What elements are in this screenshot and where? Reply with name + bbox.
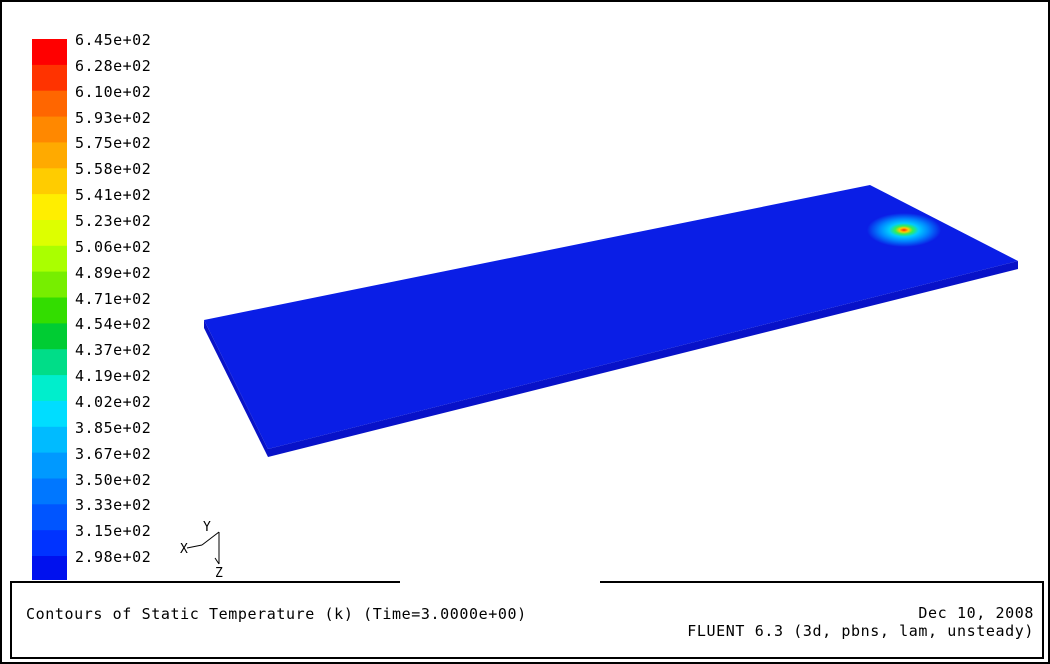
colorbar-swatch <box>32 323 67 350</box>
colorbar-label: 5.41e+02 <box>75 186 152 205</box>
colorbar-swatch <box>32 478 67 505</box>
colorbar-swatch <box>32 426 67 454</box>
colorbar-swatch <box>32 504 67 531</box>
colorbar-label: 4.37e+02 <box>75 341 152 360</box>
axis-x-label: X <box>180 542 188 557</box>
plate-left-edge <box>204 320 268 457</box>
graphics-viewport[interactable]: Y X Z 6.45e+02 6.28e+02 6.10e+02 5.93e+02 5.… <box>2 2 1048 580</box>
plate-top-surface <box>204 185 1018 449</box>
footer-divider <box>10 581 400 583</box>
solver-info: FLUENT 6.3 (3d, pbns, lam, unsteady) <box>687 622 1034 640</box>
plot-caption-box: Contours of Static Temperature (k) (Time… <box>10 581 1044 659</box>
axis-triad: Y X Z <box>180 520 223 580</box>
colorbar-swatch <box>32 168 67 195</box>
colorbar-label: 3.33e+02 <box>75 496 152 515</box>
colorbar-label: 4.19e+02 <box>75 367 152 386</box>
colorbar-label: 5.75e+02 <box>75 134 152 153</box>
colorbar-swatch <box>32 375 67 402</box>
footer-divider <box>600 581 1042 583</box>
axis-z-label: Z <box>215 566 223 580</box>
colorbar-swatch <box>32 90 67 118</box>
axis-y-label: Y <box>203 520 211 535</box>
colorbar-swatch <box>32 400 67 428</box>
colorbar-swatch <box>32 220 67 247</box>
colorbar-label: 5.58e+02 <box>75 160 152 179</box>
colorbar <box>32 39 67 580</box>
plate-front-edge <box>268 261 1018 457</box>
colorbar-label: 3.67e+02 <box>75 444 152 463</box>
colorbar-swatch <box>32 297 67 324</box>
colorbar-swatch <box>32 452 67 480</box>
contour-plot: Y X Z <box>32 39 1018 580</box>
colorbar-label: 6.10e+02 <box>75 82 152 101</box>
colorbar-swatch <box>32 116 67 144</box>
colorbar-label: 4.89e+02 <box>75 263 152 282</box>
colorbar-swatch <box>32 194 67 221</box>
colorbar-swatch <box>32 64 67 92</box>
colorbar-label: 3.50e+02 <box>75 470 152 489</box>
plot-date: Dec 10, 2008 <box>918 604 1034 622</box>
colorbar-label: 6.28e+02 <box>75 56 152 75</box>
colorbar-swatch <box>32 271 67 299</box>
colorbar-label: 3.15e+02 <box>75 522 152 541</box>
colorbar-label: 5.06e+02 <box>75 237 152 256</box>
colorbar-swatch <box>32 530 67 557</box>
colorbar-label: 3.85e+02 <box>75 418 152 437</box>
temperature-hotspot <box>867 213 941 247</box>
colorbar-label: 4.02e+02 <box>75 392 152 411</box>
colorbar-label: 6.45e+02 <box>75 31 152 49</box>
colorbar-label: 4.54e+02 <box>75 315 152 334</box>
colorbar-swatch <box>32 142 67 169</box>
colorbar-label: 4.71e+02 <box>75 289 152 308</box>
colorbar-swatch <box>32 556 67 580</box>
colorbar-swatch <box>32 245 67 273</box>
colorbar-label: 2.98e+02 <box>75 548 152 566</box>
plot-title: Contours of Static Temperature (k) (Time… <box>26 605 527 623</box>
colorbar-swatch <box>32 349 67 376</box>
colorbar-swatch <box>32 39 67 66</box>
colorbar-label: 5.93e+02 <box>75 108 152 127</box>
colorbar-label: 5.23e+02 <box>75 212 152 230</box>
